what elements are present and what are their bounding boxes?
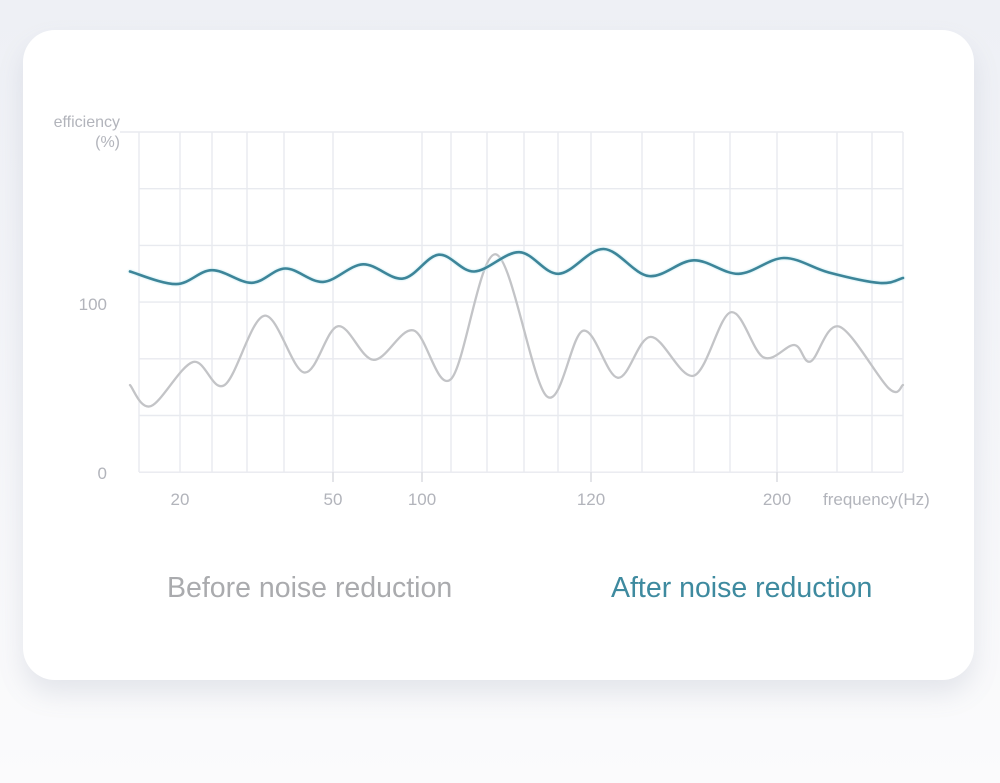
svg-text:200: 200	[763, 490, 791, 509]
svg-text:efficiency: efficiency	[54, 114, 120, 131]
svg-text:100: 100	[79, 295, 107, 314]
svg-text:frequency(Hz): frequency(Hz)	[823, 490, 930, 509]
svg-text:(%): (%)	[95, 134, 120, 151]
svg-text:20: 20	[171, 490, 190, 509]
svg-text:0: 0	[98, 464, 107, 483]
svg-text:120: 120	[577, 490, 605, 509]
svg-text:100: 100	[408, 490, 436, 509]
svg-text:50: 50	[324, 490, 343, 509]
